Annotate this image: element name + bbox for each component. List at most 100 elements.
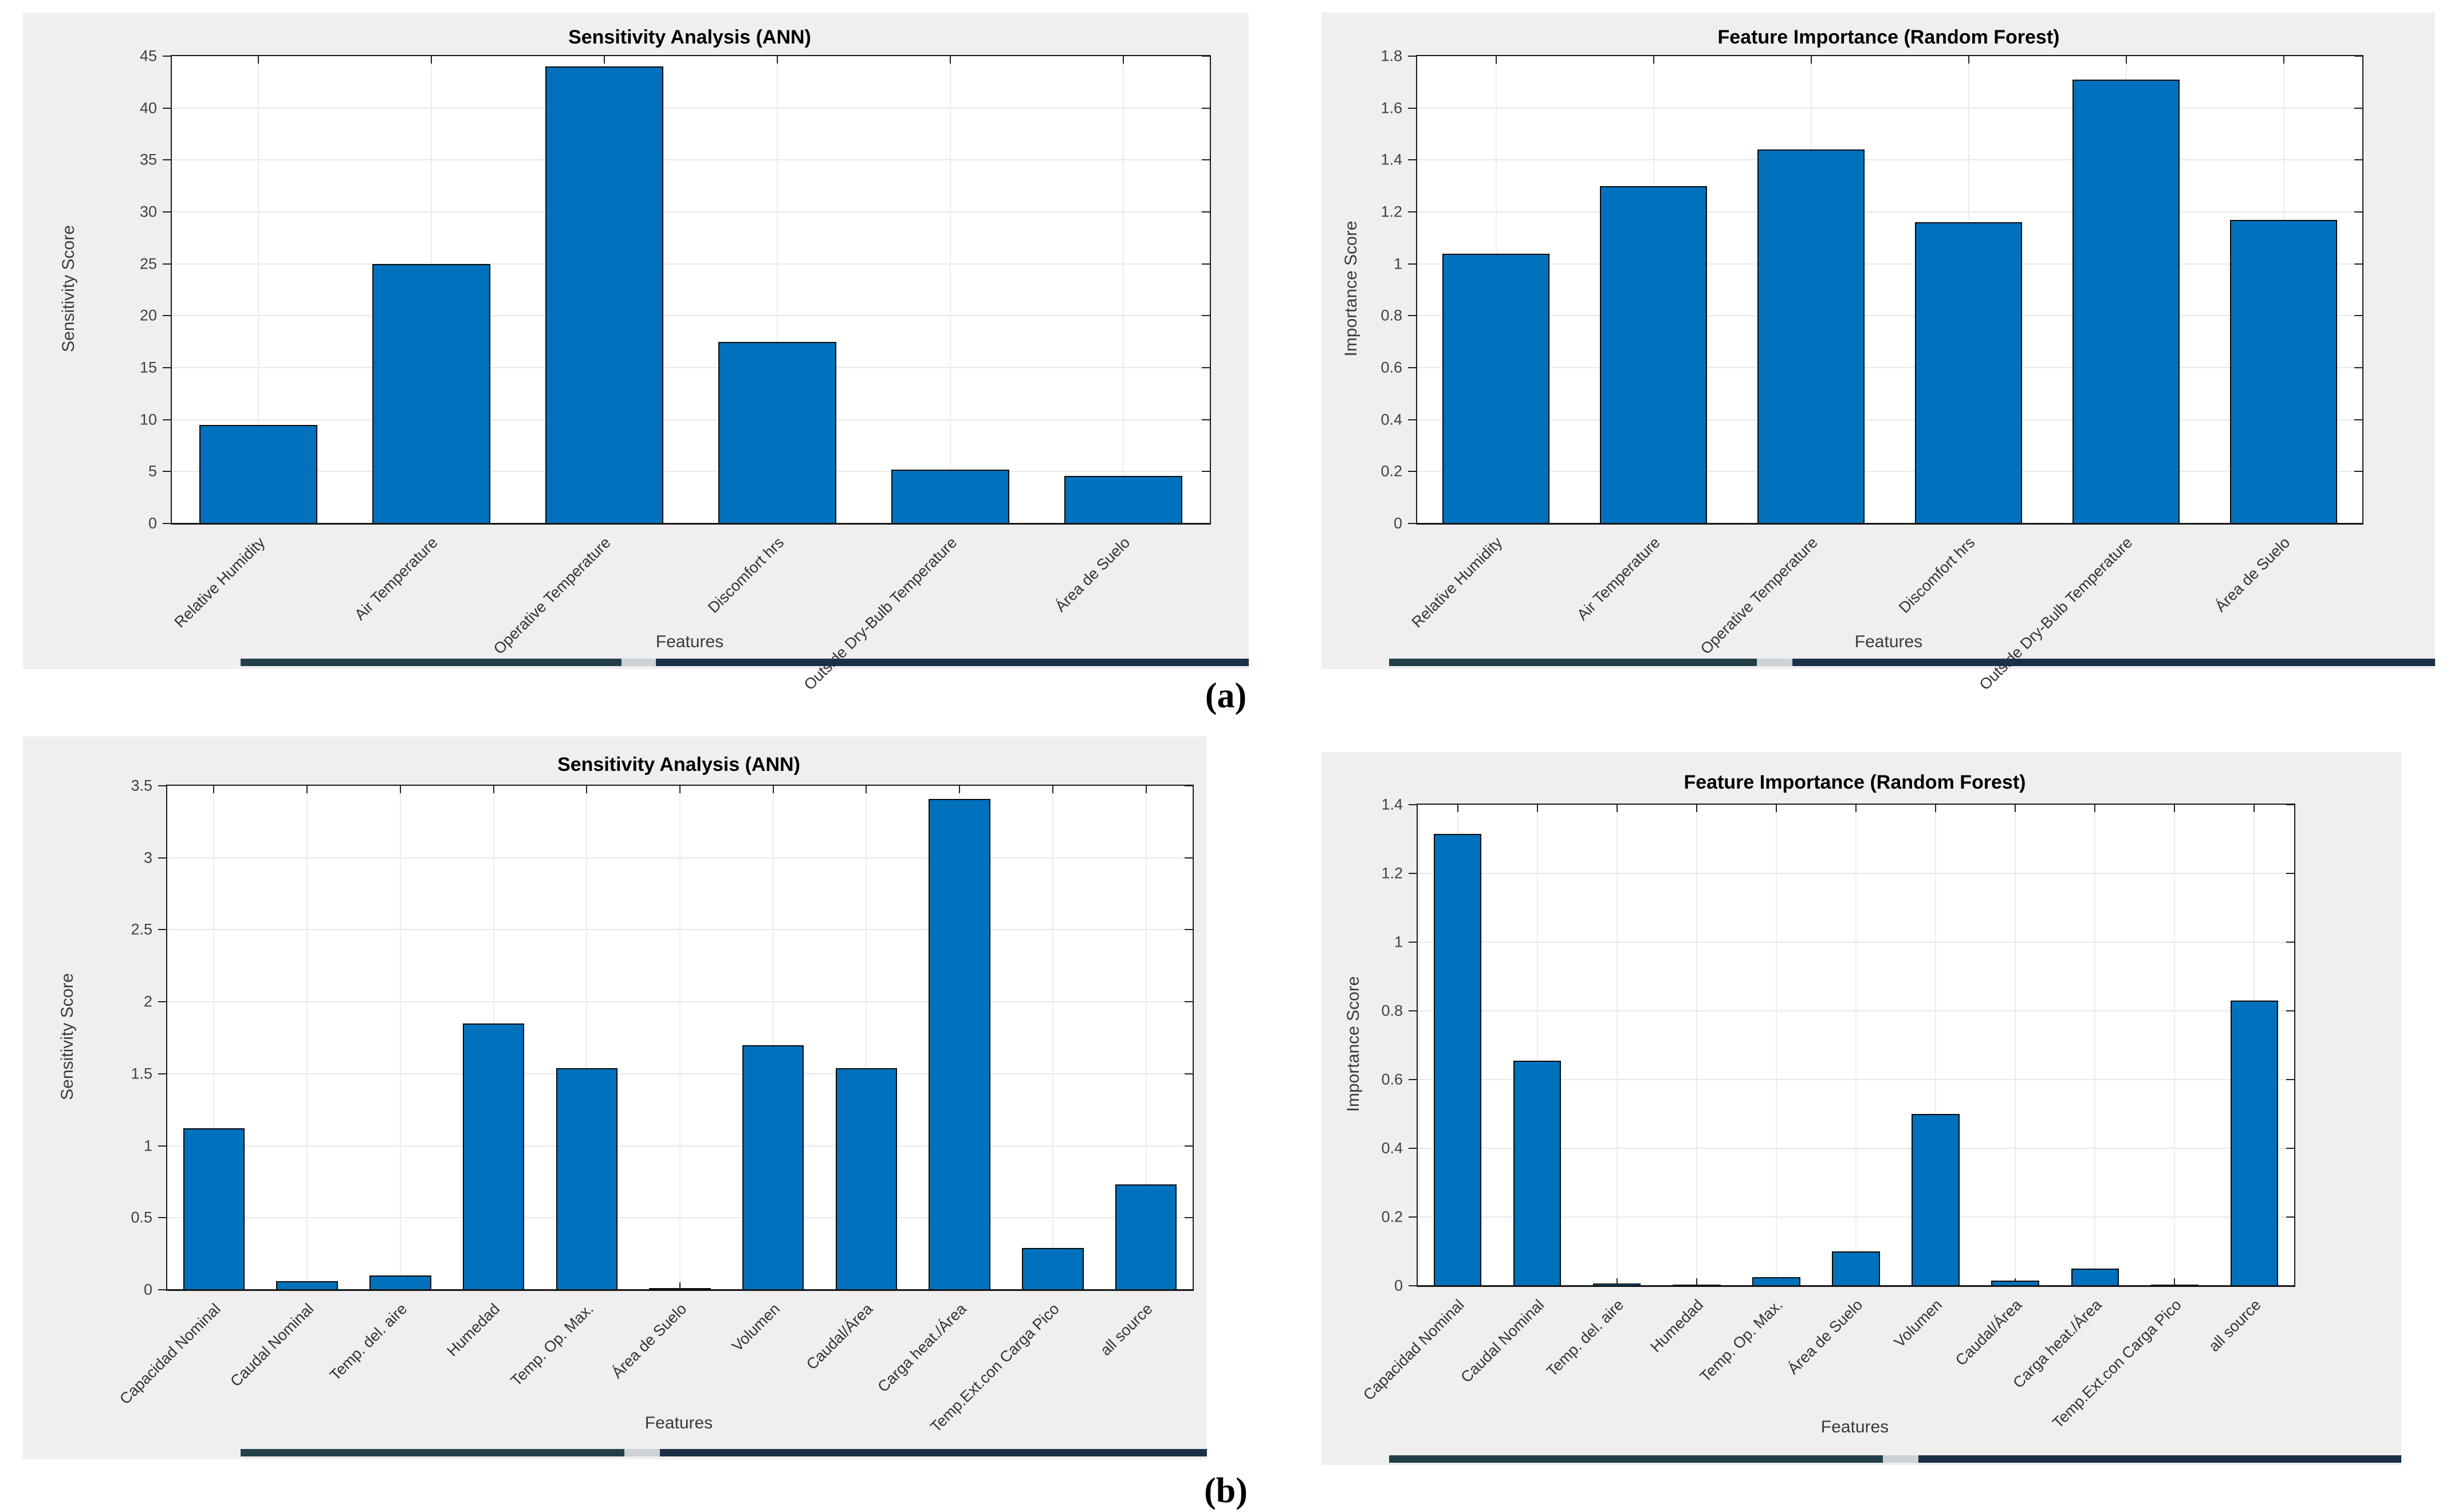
x-tick <box>2125 56 2127 64</box>
y-tick <box>158 1217 167 1219</box>
x-tick <box>1653 56 1654 64</box>
x-tick <box>1616 1278 1618 1286</box>
x-category-label: Outside Dry-Bulb Temperature <box>800 534 961 694</box>
x-category-label: all source <box>2205 1296 2264 1355</box>
x-category-label: Caudal/Área <box>1952 1296 2026 1369</box>
x-tick <box>679 786 681 793</box>
gridline <box>172 471 1210 472</box>
bar <box>2230 1001 2279 1286</box>
bar <box>372 263 490 523</box>
x-tick <box>399 786 401 793</box>
y-tick-label: 35 <box>139 151 157 168</box>
subfigure-label-a: (a) <box>1205 676 1247 715</box>
gridline <box>1616 805 1618 1286</box>
x-category-label: Discomfort hrs <box>704 534 788 617</box>
x-category-label: Humedad <box>443 1300 504 1360</box>
gridline <box>1417 263 2362 265</box>
x-tick <box>1616 805 1618 812</box>
y-tick <box>1409 1285 1418 1286</box>
gridline <box>777 56 778 523</box>
gridline <box>1052 786 1053 1290</box>
y-tick <box>1202 471 1210 472</box>
y-tick <box>1185 785 1193 786</box>
x-category-label: all source <box>1096 1300 1156 1359</box>
y-tick-label: 45 <box>139 47 157 65</box>
y-tick <box>1408 56 1417 57</box>
window-edge-strip <box>241 659 622 666</box>
x-category-label: Carga heat./Área <box>874 1300 970 1396</box>
gridline <box>1417 159 2362 161</box>
y-tick <box>1408 315 1417 317</box>
x-tick <box>1696 1278 1697 1286</box>
x-category-label: Temp. del. aire <box>1543 1296 1627 1380</box>
bar <box>929 798 990 1290</box>
y-tick <box>2286 804 2294 805</box>
y-tick-label: 0.5 <box>131 1208 152 1226</box>
gridline <box>2094 805 2096 1286</box>
x-category-label: Caudal/Área <box>803 1300 876 1373</box>
y-tick <box>1408 263 1417 265</box>
bar <box>1912 1114 1960 1286</box>
bar <box>199 424 317 523</box>
bar <box>1752 1277 1800 1286</box>
window-edge-strip <box>656 659 1249 666</box>
y-tick <box>163 471 172 472</box>
bar <box>556 1068 618 1290</box>
bar <box>462 1023 525 1290</box>
x-axis-line <box>172 523 1210 525</box>
x-tick <box>2254 805 2255 812</box>
y-tick <box>163 56 172 57</box>
y-axis-label: Sensitivity Score <box>58 973 77 1100</box>
y-tick <box>158 1073 167 1074</box>
gridline <box>1417 471 2362 472</box>
chart-title: Feature Importance (Random Forest) <box>1684 771 2026 793</box>
y-tick <box>1408 523 1417 524</box>
y-tick <box>2286 1079 2294 1080</box>
bar <box>1115 1184 1177 1290</box>
x-category-label: Relative Humidity <box>1408 534 1506 631</box>
bar <box>2150 1284 2199 1286</box>
x-tick <box>2015 805 2016 812</box>
gridline <box>1536 805 1538 1286</box>
gridline <box>213 786 215 1290</box>
window-edge-strip-gap <box>622 659 656 666</box>
y-tick-label: 2.5 <box>131 920 152 938</box>
y-tick-label: 1.4 <box>1381 151 1402 168</box>
y-tick <box>2354 471 2362 472</box>
plot-area: 0 0.5 1 1.5 2 2.5 3 3.5 Capacidad Nominal Caudal … <box>116 777 1194 1436</box>
y-tick-label: 1.6 <box>1381 99 1402 117</box>
y-tick-label: 0.6 <box>1381 1070 1403 1088</box>
y-tick <box>1409 1148 1418 1149</box>
x-category-label: Temp.Ext.con Carga Pico <box>2048 1296 2185 1432</box>
y-tick <box>1185 1001 1193 1003</box>
x-tick <box>1052 786 1053 793</box>
bar <box>1757 149 1865 523</box>
bar <box>1915 222 2022 523</box>
panel-feature-importance-b: Feature Importance (Random Forest) Impor… <box>1322 752 2401 1465</box>
y-tick <box>1409 1216 1418 1218</box>
y-tick-label: 0.2 <box>1381 1208 1403 1226</box>
x-tick <box>306 786 308 793</box>
y-tick <box>158 929 167 931</box>
y-tick <box>1408 471 1417 472</box>
gridline <box>1123 56 1124 523</box>
x-tick <box>772 786 774 793</box>
y-tick <box>1185 1145 1193 1147</box>
x-tick <box>1123 56 1124 64</box>
gridline <box>172 263 1210 265</box>
bar <box>1600 186 1707 523</box>
y-tick <box>2286 1216 2294 1218</box>
x-category-label: Área de Suelo <box>1051 534 1134 616</box>
x-axis-line <box>1417 523 2362 525</box>
y-tick <box>2286 1010 2294 1011</box>
chart-title: Feature Importance (Random Forest) <box>1717 26 2060 48</box>
y-tick <box>1408 419 1417 420</box>
y-tick-label: 0.2 <box>1381 462 1402 480</box>
x-tick <box>1457 805 1458 812</box>
gridline <box>172 315 1210 317</box>
x-tick <box>431 56 432 64</box>
gridline <box>679 786 681 1290</box>
gridline <box>1145 786 1147 1290</box>
bar <box>1433 834 1482 1286</box>
bar <box>2072 79 2180 523</box>
